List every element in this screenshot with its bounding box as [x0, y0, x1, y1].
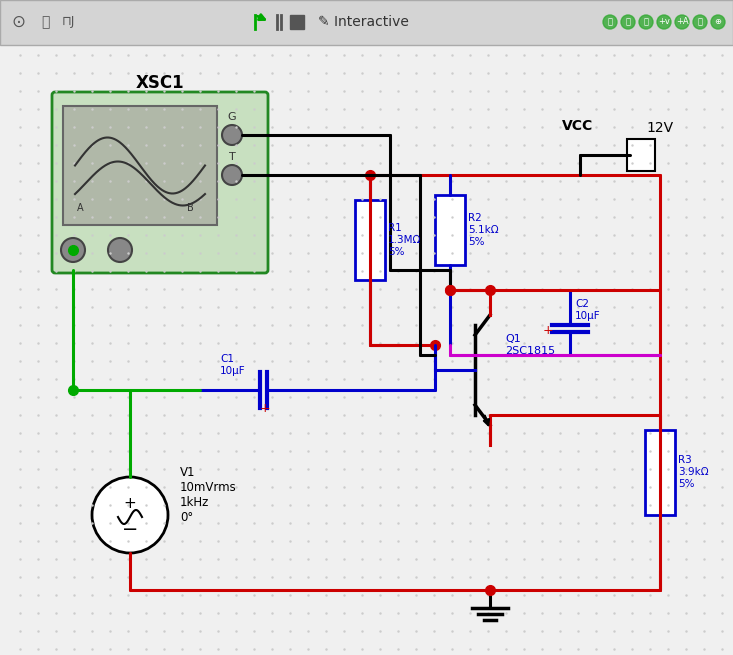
Circle shape: [639, 15, 653, 29]
Text: R2
5.1kΩ
5%: R2 5.1kΩ 5%: [468, 214, 498, 246]
Circle shape: [675, 15, 689, 29]
FancyBboxPatch shape: [52, 92, 268, 273]
Circle shape: [603, 15, 617, 29]
Text: ⓥ: ⓥ: [608, 18, 613, 26]
Text: +: +: [259, 402, 270, 415]
Bar: [290, 15, 304, 29]
Text: 🔧: 🔧: [41, 15, 49, 29]
Text: ⊙: ⊙: [11, 13, 25, 31]
Circle shape: [61, 238, 85, 262]
Text: G: G: [228, 112, 236, 122]
Text: Ⓐ: Ⓐ: [625, 18, 630, 26]
Circle shape: [621, 15, 635, 29]
Text: C1
10μF: C1 10μF: [220, 354, 246, 376]
Text: +v: +v: [658, 18, 670, 26]
Text: A: A: [77, 203, 84, 213]
FancyBboxPatch shape: [0, 0, 733, 45]
Text: 12V: 12V: [647, 121, 674, 135]
Text: R1
1.3MΩ
5%: R1 1.3MΩ 5%: [388, 223, 421, 257]
Text: ⊓J: ⊓J: [62, 16, 75, 29]
Text: T: T: [229, 152, 235, 162]
Text: Q1
2SC1815: Q1 2SC1815: [505, 334, 555, 356]
Text: ✎ Interactive: ✎ Interactive: [318, 15, 409, 29]
Text: VCC: VCC: [562, 119, 594, 133]
Bar: [435, 195, 465, 265]
Text: −: −: [122, 519, 139, 538]
Text: R3
3.9kΩ
5%: R3 3.9kΩ 5%: [678, 455, 709, 489]
Circle shape: [711, 15, 725, 29]
Text: B: B: [187, 203, 194, 213]
Text: ⓣ: ⓣ: [698, 18, 702, 26]
Text: XSC1: XSC1: [136, 74, 184, 92]
Circle shape: [222, 165, 242, 185]
Text: C2
10μF: C2 10μF: [575, 299, 600, 321]
Circle shape: [92, 477, 168, 553]
Text: +: +: [542, 324, 553, 337]
Text: ⊕: ⊕: [715, 18, 721, 26]
Circle shape: [693, 15, 707, 29]
Text: +: +: [124, 495, 136, 510]
Bar: [645, 430, 675, 515]
Text: +A: +A: [676, 18, 688, 26]
Circle shape: [222, 125, 242, 145]
Text: Ⓦ: Ⓦ: [644, 18, 649, 26]
Circle shape: [657, 15, 671, 29]
Text: V1
10mVrms
1kHz
0°: V1 10mVrms 1kHz 0°: [180, 466, 237, 524]
Circle shape: [108, 238, 132, 262]
FancyBboxPatch shape: [63, 106, 217, 225]
FancyBboxPatch shape: [627, 139, 655, 171]
Bar: [355, 200, 385, 280]
